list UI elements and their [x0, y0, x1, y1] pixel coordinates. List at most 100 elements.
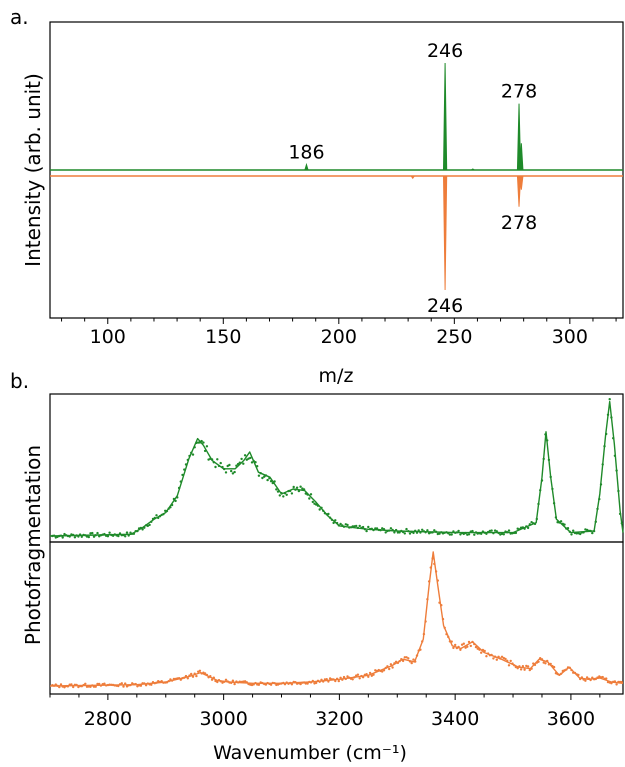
green-ir-point: [403, 532, 406, 535]
green-ir-point: [537, 502, 540, 506]
green-ir-point: [113, 533, 117, 536]
ms-y-axis-label: Intensity (arb. unit): [21, 73, 45, 267]
orange-ir-point: [283, 683, 287, 686]
orange-ir-point: [72, 685, 75, 689]
green-ir-point: [471, 529, 474, 533]
green-ms-peak: [516, 103, 522, 171]
orange-ir-point: [184, 674, 188, 678]
orange-ir-point: [615, 683, 618, 686]
ms-x-ticks: 100 150 200 250 300: [61, 318, 617, 348]
orange-ir-point: [572, 671, 575, 674]
orange-ir-point: [228, 681, 231, 684]
green-ir-point: [176, 496, 179, 499]
ir-x-ticks: 2800 3000 3200 3400 3600: [49, 694, 601, 730]
green-ir-point: [132, 532, 136, 535]
orange-ir-point: [471, 640, 474, 644]
green-ir-point: [396, 531, 400, 534]
orange-ir-fit-line: [49, 551, 624, 687]
orange-ir-point: [304, 682, 307, 685]
orange-ir-point: [247, 682, 250, 686]
orange-ir-point: [282, 681, 285, 685]
green-ir-point: [137, 527, 141, 530]
orange-ir-point: [143, 682, 146, 685]
ms-peak-label: 186: [288, 142, 324, 164]
orange-ir-point: [434, 570, 438, 573]
orange-ir-point: [280, 682, 283, 685]
orange-ir-point: [191, 675, 195, 678]
green-ir-point: [238, 461, 241, 464]
orange-ir-point: [290, 683, 294, 686]
green-ir-point: [592, 529, 596, 533]
orange-ir-point: [271, 681, 274, 685]
green-ir-point: [355, 524, 358, 528]
orange-ir-point: [589, 678, 592, 682]
green-ir-point: [612, 437, 615, 440]
orange-ir-point: [415, 654, 419, 657]
orange-ir-point: [356, 673, 360, 676]
green-ir-point: [315, 503, 318, 506]
orange-ir-point: [436, 579, 439, 582]
orange-ir-point: [264, 683, 268, 686]
green-ir-point: [570, 533, 573, 536]
ms-peak-label: 246: [427, 295, 463, 317]
green-ir-point: [224, 471, 228, 474]
orange-ir-point: [257, 683, 261, 686]
orange-ir-point: [146, 682, 149, 685]
orange-ir-point: [209, 675, 212, 678]
orange-ir-point: [481, 648, 485, 652]
orange-ir-point: [122, 685, 125, 688]
orange-ir-point: [419, 648, 422, 651]
ms-x-tick-label: 250: [436, 326, 472, 348]
orange-ir-point: [384, 666, 387, 670]
orange-ir-point: [315, 681, 318, 685]
orange-ir-point: [361, 676, 365, 679]
green-ir-point: [467, 533, 471, 536]
green-ms-peak: [304, 162, 309, 171]
green-ir-point: [367, 525, 370, 529]
green-ir-point: [323, 512, 327, 515]
green-ir-point: [339, 522, 342, 526]
green-ir-point: [481, 530, 485, 533]
orange-ir-point: [169, 678, 172, 681]
green-ir-point: [59, 534, 63, 537]
orange-ir-point: [533, 663, 537, 667]
orange-ir-point: [75, 683, 78, 687]
green-ir-point: [615, 469, 618, 472]
orange-ir-point: [466, 645, 469, 648]
orange-ir-point: [382, 669, 386, 672]
green-ir-point: [434, 530, 438, 533]
orange-ir-point: [91, 684, 94, 687]
orange-ir-point: [223, 680, 226, 683]
orange-ir-point: [500, 655, 504, 658]
orange-ir-point: [530, 667, 533, 670]
green-ir-point: [358, 524, 361, 528]
ms-x-tick-label: 100: [90, 326, 126, 348]
orange-ir-point: [610, 682, 613, 685]
orange-ir-point: [445, 633, 448, 636]
ir-x-axis-label: Wavenumber (cm⁻¹): [213, 742, 407, 764]
orange-ir-point: [476, 647, 479, 650]
green-ir-point: [485, 532, 488, 535]
green-ir-point: [75, 534, 78, 537]
green-ir-point: [294, 488, 297, 491]
orange-ir-point: [528, 668, 531, 672]
orange-ir-point: [455, 646, 459, 650]
orange-ir-point: [322, 680, 325, 683]
green-ir-point: [490, 529, 493, 532]
green-ir-point: [474, 531, 478, 534]
orange-ir-point: [73, 683, 77, 686]
green-ir-point: [89, 532, 92, 535]
ir-x-tick-label: 2800: [84, 708, 132, 730]
orange-ir-point: [351, 678, 354, 681]
orange-ir-point: [539, 657, 542, 660]
orange-ir-point: [89, 685, 92, 688]
orange-ir-point: [183, 676, 186, 679]
green-ir-point: [410, 530, 413, 534]
orange-ir-point: [134, 682, 137, 686]
orange-ir-point: [558, 673, 561, 676]
orange-ir-point: [518, 665, 521, 668]
green-ir-point: [217, 464, 221, 468]
green-ir-point: [401, 530, 405, 534]
orange-ir-point: [499, 657, 502, 660]
green-ir-point: [382, 528, 386, 531]
